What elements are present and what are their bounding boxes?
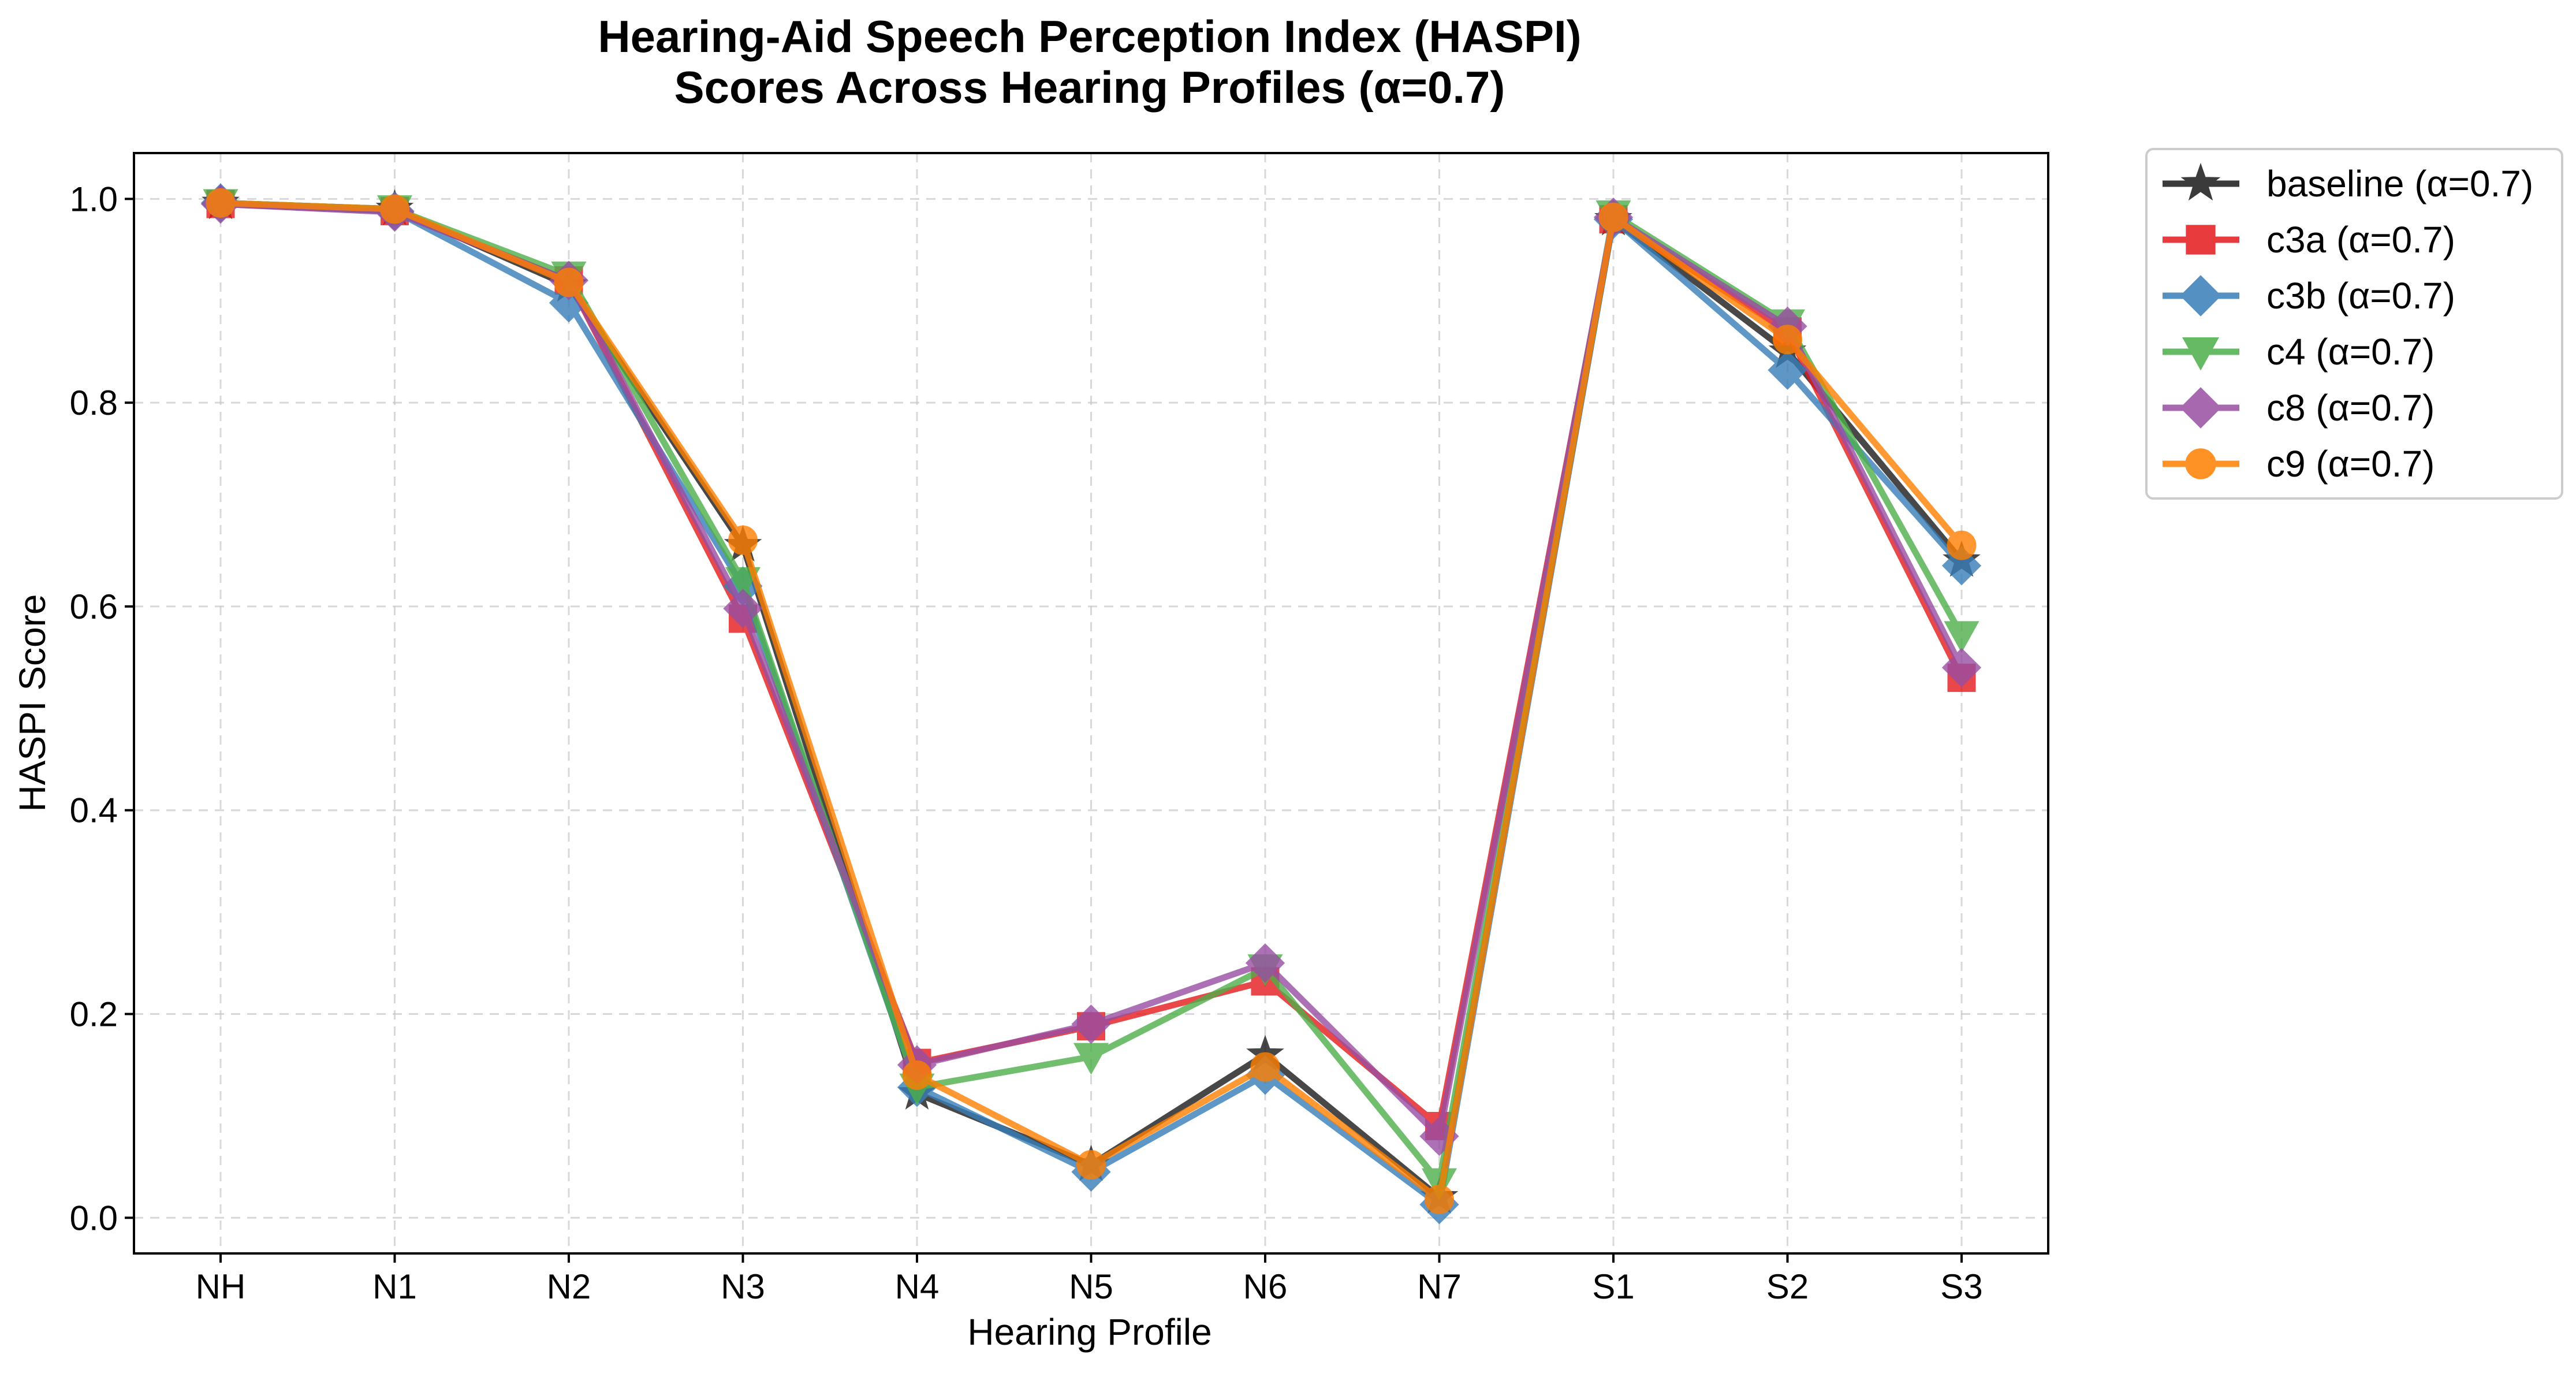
grid-lines — [134, 153, 2048, 1253]
legend-marker-3 — [2182, 337, 2219, 371]
x-tick-label-N5: N5 — [1069, 1267, 1113, 1306]
legend-label-4: c8 (α=0.7) — [2266, 387, 2435, 429]
legend-item-1 — [2163, 225, 2239, 255]
series-layer — [200, 183, 1982, 1225]
point-5-S2 — [1773, 325, 1802, 355]
point-5-NH — [206, 188, 236, 218]
legend-marker-1 — [2186, 225, 2216, 255]
x-tick-label-N6: N6 — [1243, 1267, 1288, 1306]
legend-label-2: c3b (α=0.7) — [2266, 275, 2455, 317]
x-tick-label-N2: N2 — [547, 1267, 591, 1306]
y-axis-label: HASPI Score — [12, 594, 53, 812]
point-5-N3 — [728, 525, 758, 555]
point-5-N6 — [1250, 1052, 1280, 1082]
legend-item-5 — [2163, 448, 2239, 479]
x-axis-label: Hearing Profile — [967, 1311, 1211, 1353]
point-5-N2 — [554, 267, 584, 297]
y-axis-ticks: 0.0 0.2 0.4 0.6 0.8 1.0 — [70, 180, 134, 1237]
x-tick-label-N4: N4 — [895, 1267, 940, 1306]
x-tick-label-N3: N3 — [721, 1267, 765, 1306]
legend-label-1: c3a (α=0.7) — [2266, 219, 2455, 261]
point-2-S2 — [1768, 350, 1807, 390]
legend-item-3 — [2163, 337, 2239, 371]
point-5-N1 — [380, 194, 409, 224]
x-tick-label-S3: S3 — [1940, 1267, 1982, 1306]
chart-title-line-2: Scores Across Hearing Profiles (α=0.7) — [674, 62, 1505, 113]
legend-label-3: c4 (α=0.7) — [2266, 331, 2435, 373]
point-4-N5 — [1071, 1004, 1111, 1044]
legend-box — [2145, 148, 2563, 500]
legend-label-5: c9 (α=0.7) — [2266, 443, 2435, 485]
point-5-S1 — [1598, 202, 1628, 232]
y-tick-label-5: 1.0 — [70, 180, 118, 218]
x-axis-ticks: NH N1 N2 N3 N4 N5 N6 N7 S1 S2 S3 — [196, 1253, 1983, 1306]
point-4-S3 — [1941, 648, 1982, 687]
x-tick-label-S1: S1 — [1592, 1267, 1634, 1306]
legend-marker-4 — [2180, 387, 2221, 429]
point-5-N4 — [902, 1060, 932, 1090]
point-5-N7 — [1425, 1185, 1454, 1215]
x-tick-label-S2: S2 — [1766, 1267, 1809, 1306]
legend-item-4 — [2163, 387, 2239, 429]
x-tick-label-NH: NH — [196, 1267, 246, 1306]
y-tick-label-2: 0.4 — [70, 791, 118, 830]
legend: baseline (α=0.7) c3a (α=0.7) c3b (α=0.7) c4… — [2145, 148, 2563, 500]
legend-marker-0 — [2180, 162, 2221, 201]
legend-item-0 — [2163, 162, 2239, 201]
x-tick-label-N7: N7 — [1417, 1267, 1462, 1306]
point-5-N5 — [1076, 1150, 1106, 1180]
point-4-N6 — [1245, 943, 1285, 983]
legend-item-2 — [2163, 275, 2239, 317]
legend-marker-5 — [2185, 448, 2216, 479]
chart-title-line-1: Hearing-Aid Speech Perception Index (HAS… — [598, 11, 1581, 62]
legend-label-0: baseline (α=0.7) — [2266, 163, 2533, 204]
x-tick-label-N1: N1 — [372, 1267, 417, 1306]
point-4-N3 — [723, 589, 763, 628]
legend-marker-2 — [2180, 275, 2221, 317]
point-5-S3 — [1947, 530, 1977, 560]
y-tick-label-1: 0.2 — [70, 995, 118, 1033]
y-tick-label-0: 0.0 — [70, 1199, 118, 1237]
point-3-S3 — [1944, 621, 1979, 653]
y-tick-label-3: 0.6 — [70, 587, 118, 626]
y-tick-label-4: 0.8 — [70, 384, 118, 422]
series-5 — [206, 188, 1977, 1215]
